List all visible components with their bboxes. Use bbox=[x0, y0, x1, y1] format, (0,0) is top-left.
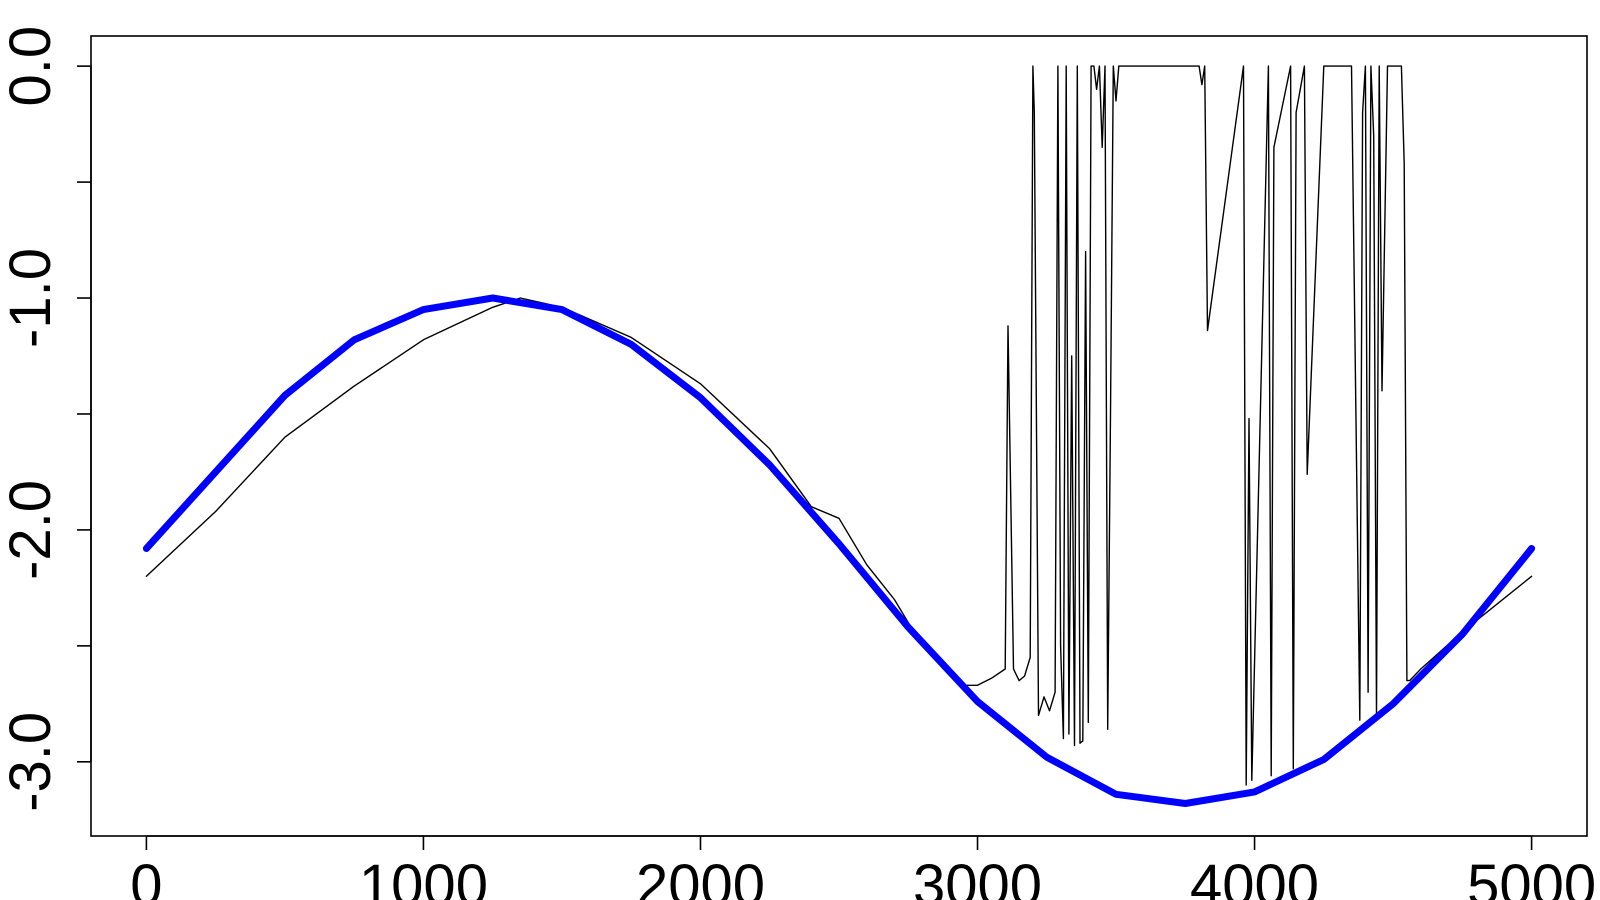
x-axis: 0 1000 2000 3000 4000 5000 bbox=[130, 835, 1596, 900]
x-tick-label: 4000 bbox=[1190, 853, 1319, 900]
x-tick-label: 1000 bbox=[359, 853, 488, 900]
series-layer bbox=[142, 65, 1536, 807]
x-tick-label: 5000 bbox=[1467, 853, 1596, 900]
y-tick-label: -3.0 bbox=[0, 712, 63, 812]
y-axis: 0.0 -1.0 -2.0 -3.0 bbox=[0, 26, 92, 812]
series-line-noisy bbox=[145, 65, 1533, 786]
x-tick-label: 3000 bbox=[913, 853, 1042, 900]
series-line-smooth bbox=[142, 294, 1536, 807]
y-tick-label: -1.0 bbox=[0, 248, 63, 348]
x-tick-label: 2000 bbox=[636, 853, 765, 900]
y-tick-label: 0.0 bbox=[0, 26, 63, 107]
y-tick-label: -2.0 bbox=[0, 480, 63, 580]
x-tick-label: 0 bbox=[130, 853, 162, 900]
